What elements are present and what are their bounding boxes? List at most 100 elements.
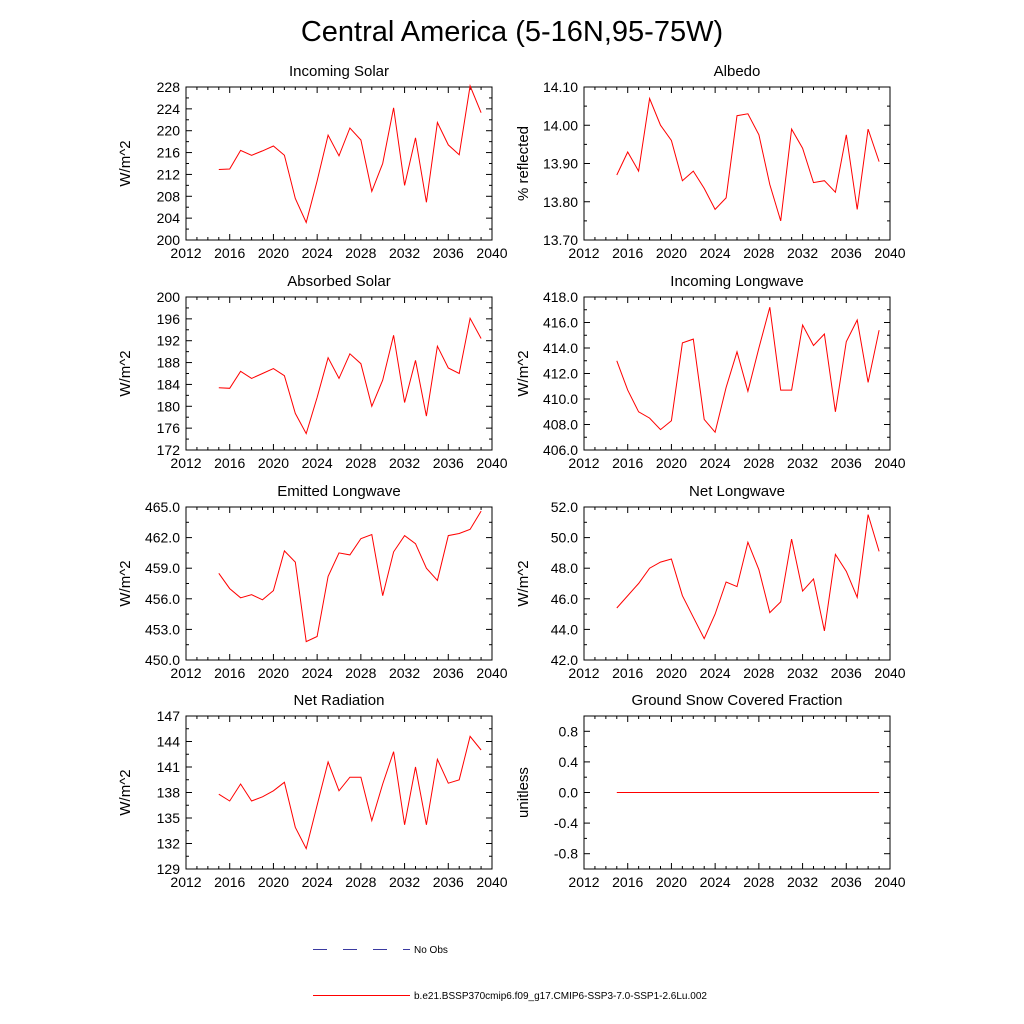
incoming-solar-y-tick-label: 216	[157, 145, 181, 161]
ground-snow-ylabel: unitless	[515, 767, 532, 818]
absorbed-solar-title: Absorbed Solar	[287, 273, 390, 290]
net-longwave-title: Net Longwave	[689, 483, 785, 500]
net-radiation-y-tick-label: 135	[157, 810, 181, 826]
incoming-solar-y-tick-label: 228	[157, 79, 181, 95]
incoming-solar-x-tick-label: 2016	[214, 245, 245, 261]
incoming-longwave-y-tick-label: 406.0	[543, 442, 578, 458]
net-radiation-x-tick-label: 2036	[433, 874, 464, 890]
albedo-y-tick-label: 13.70	[543, 232, 578, 248]
absorbed-solar-x-tick-label: 2032	[389, 455, 420, 471]
absorbed-solar-x-tick-label: 2016	[214, 455, 245, 471]
albedo-y-tick-label: 14.10	[543, 79, 578, 95]
ground-snow-title: Ground Snow Covered Fraction	[632, 692, 843, 709]
net-longwave-y-tick-label: 46.0	[551, 591, 578, 607]
panel-incoming-solar: 2012 2016 2020 2024 2028 2032 2036 2040 200 204 20…	[117, 63, 508, 261]
net-radiation-y-tick-label: 129	[157, 861, 181, 877]
net-radiation-x-tick-label: 2016	[214, 874, 245, 890]
net-radiation-y-tick-label: 147	[157, 708, 181, 724]
incoming-solar-x-tick-label: 2024	[302, 245, 333, 261]
net-radiation-y-tick-label: 144	[157, 734, 181, 750]
absorbed-solar-x-tick-label: 2036	[433, 455, 464, 471]
absorbed-solar-x-tick-label: 2012	[170, 455, 201, 471]
absorbed-solar-y-tick-label: 180	[157, 398, 181, 414]
ground-snow-y-tick-label: -0.8	[554, 846, 578, 862]
incoming-longwave-y-tick-label: 416.0	[543, 315, 578, 331]
incoming-longwave-ylabel: W/m^2	[515, 350, 532, 396]
ground-snow-x-tick-label: 2020	[656, 874, 687, 890]
panel-net-longwave: 2012 2016 2020 2024 2028 2032 2036 2040 42.0 44.0…	[515, 483, 906, 681]
emitted-longwave-y-tick-label: 453.0	[145, 621, 180, 637]
panel-emitted-longwave: 2012 2016 2020 2024 2028 2032 2036 2040 450.0 453…	[117, 483, 508, 681]
incoming-solar-ylabel: W/m^2	[117, 140, 134, 186]
incoming-solar-x-tick-label: 2036	[433, 245, 464, 261]
absorbed-solar-ylabel: W/m^2	[117, 350, 134, 396]
panel-incoming-longwave: 2012 2016 2020 2024 2028 2032 2036 2040 406.0 408…	[515, 273, 906, 471]
absorbed-solar-x-tick-label: 2020	[258, 455, 289, 471]
absorbed-solar-x-tick-label: 2024	[302, 455, 333, 471]
net-longwave-series-line	[616, 514, 880, 640]
net-longwave-y-tick-label: 42.0	[551, 652, 578, 668]
incoming-longwave-x-tick-label: 2020	[656, 455, 687, 471]
ground-snow-y-tick-label: 0.4	[559, 754, 579, 770]
albedo-x-tick-label: 2020	[656, 245, 687, 261]
absorbed-solar-y-tick-label: 200	[157, 289, 181, 305]
emitted-longwave-x-tick-label: 2012	[170, 665, 201, 681]
emitted-longwave-y-tick-label: 465.0	[145, 499, 180, 515]
incoming-longwave-x-tick-label: 2012	[568, 455, 599, 471]
panel-albedo: 2012 2016 2020 2024 2028 2032 2036 2040 13.70 13.…	[515, 63, 906, 261]
incoming-solar-title: Incoming Solar	[289, 63, 389, 80]
emitted-longwave-ylabel: W/m^2	[117, 560, 134, 606]
incoming-solar-series-line	[218, 84, 482, 224]
net-longwave-x-tick-label: 2036	[831, 665, 862, 681]
absorbed-solar-frame	[185, 296, 493, 451]
incoming-longwave-x-tick-label: 2040	[874, 455, 905, 471]
incoming-solar-x-tick-label: 2020	[258, 245, 289, 261]
emitted-longwave-x-tick-label: 2028	[345, 665, 376, 681]
incoming-longwave-y-tick-label: 414.0	[543, 340, 578, 356]
net-radiation-y-tick-label: 141	[157, 759, 181, 775]
albedo-x-tick-label: 2032	[787, 245, 818, 261]
incoming-solar-y-tick-label: 224	[157, 101, 181, 117]
emitted-longwave-x-tick-label: 2024	[302, 665, 333, 681]
net-radiation-series-line	[218, 735, 482, 851]
incoming-solar-x-tick-label: 2028	[345, 245, 376, 261]
albedo-y-tick-label: 14.00	[543, 117, 578, 133]
net-radiation-ylabel: W/m^2	[117, 769, 134, 815]
ground-snow-x-tick-label: 2032	[787, 874, 818, 890]
incoming-solar-y-tick-label: 220	[157, 123, 181, 139]
net-radiation-y-tick-label: 138	[157, 785, 181, 801]
net-longwave-y-tick-label: 48.0	[551, 560, 578, 576]
absorbed-solar-y-tick-label: 176	[157, 420, 181, 436]
emitted-longwave-series-line	[218, 510, 482, 643]
ground-snow-x-tick-label: 2040	[874, 874, 905, 890]
albedo-x-tick-label: 2016	[612, 245, 643, 261]
net-longwave-y-tick-label: 50.0	[551, 530, 578, 546]
absorbed-solar-x-tick-label: 2040	[476, 455, 507, 471]
net-radiation-x-tick-label: 2020	[258, 874, 289, 890]
albedo-x-tick-label: 2012	[568, 245, 599, 261]
net-radiation-x-tick-label: 2024	[302, 874, 333, 890]
net-radiation-x-tick-label: 2012	[170, 874, 201, 890]
absorbed-solar-series-line	[218, 316, 482, 435]
panel-ground-snow: 2012 2016 2020 2024 2028 2032 2036 2040 -0.8 -0.4…	[515, 692, 906, 890]
emitted-longwave-x-tick-label: 2020	[258, 665, 289, 681]
legend-obs-label: No Obs	[414, 945, 448, 956]
net-radiation-x-tick-label: 2032	[389, 874, 420, 890]
albedo-ylabel: % reflected	[515, 126, 532, 201]
net-longwave-x-tick-label: 2032	[787, 665, 818, 681]
incoming-solar-y-tick-label: 200	[157, 232, 181, 248]
emitted-longwave-y-tick-label: 462.0	[145, 530, 180, 546]
emitted-longwave-x-tick-label: 2016	[214, 665, 245, 681]
ground-snow-x-tick-label: 2036	[831, 874, 862, 890]
incoming-solar-x-tick-label: 2040	[476, 245, 507, 261]
emitted-longwave-y-tick-label: 450.0	[145, 652, 180, 668]
albedo-y-tick-label: 13.80	[543, 194, 578, 210]
panel-absorbed-solar: 2012 2016 2020 2024 2028 2032 2036 2040 172 176 18…	[117, 273, 508, 471]
albedo-x-tick-label: 2040	[874, 245, 905, 261]
absorbed-solar-y-tick-label: 172	[157, 442, 181, 458]
albedo-x-tick-label: 2036	[831, 245, 862, 261]
albedo-title: Albedo	[714, 63, 761, 80]
incoming-longwave-x-tick-label: 2024	[700, 455, 731, 471]
net-radiation-title: Net Radiation	[294, 692, 385, 709]
